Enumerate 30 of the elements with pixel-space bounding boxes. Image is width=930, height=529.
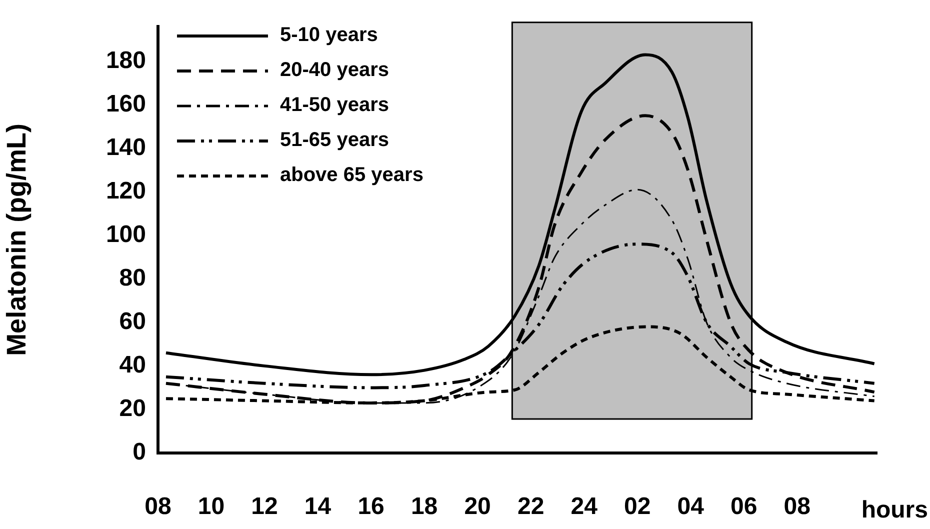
legend-label: 41-50 years — [280, 94, 389, 117]
x-tick-label: 02 — [624, 493, 651, 520]
y-tick-label: 80 — [119, 264, 146, 292]
legend-label: 20-40 years — [280, 59, 389, 82]
y-tick-label: 140 — [106, 134, 146, 161]
y-tick-label: 120 — [106, 177, 146, 204]
x-tick-label: 18 — [410, 493, 438, 520]
y-tick-label: 100 — [106, 220, 146, 248]
y-tick-label: 160 — [106, 90, 146, 118]
legend-label: above 65 years — [280, 164, 424, 187]
y-tick-label: 40 — [119, 352, 146, 379]
x-tick-label: 20 — [464, 493, 491, 520]
legend-label: 51-65 years — [280, 129, 389, 152]
y-tick-label: 60 — [119, 308, 146, 336]
x-tick-label: 04 — [677, 493, 705, 520]
x-tick-label: 16 — [358, 493, 384, 520]
y-axis-title: Melatonin (pg/mL) — [2, 123, 32, 356]
legend-label: 5-10 years — [280, 24, 378, 47]
y-tick-label: 180 — [106, 46, 146, 74]
x-tick-label: 12 — [251, 493, 278, 520]
x-tick-label: 24 — [570, 493, 598, 520]
y-tick-label: 20 — [119, 395, 146, 422]
x-tick-label: 14 — [304, 493, 332, 520]
x-tick-label: 08 — [784, 493, 810, 520]
x-tick-label: 22 — [517, 493, 544, 520]
x-tick-label: 06 — [730, 493, 758, 520]
x-tick-label: 10 — [198, 493, 225, 520]
y-tick-label: 0 — [132, 438, 146, 466]
x-axis-title: hours — [861, 496, 928, 524]
x-tick-label: 08 — [144, 493, 172, 520]
